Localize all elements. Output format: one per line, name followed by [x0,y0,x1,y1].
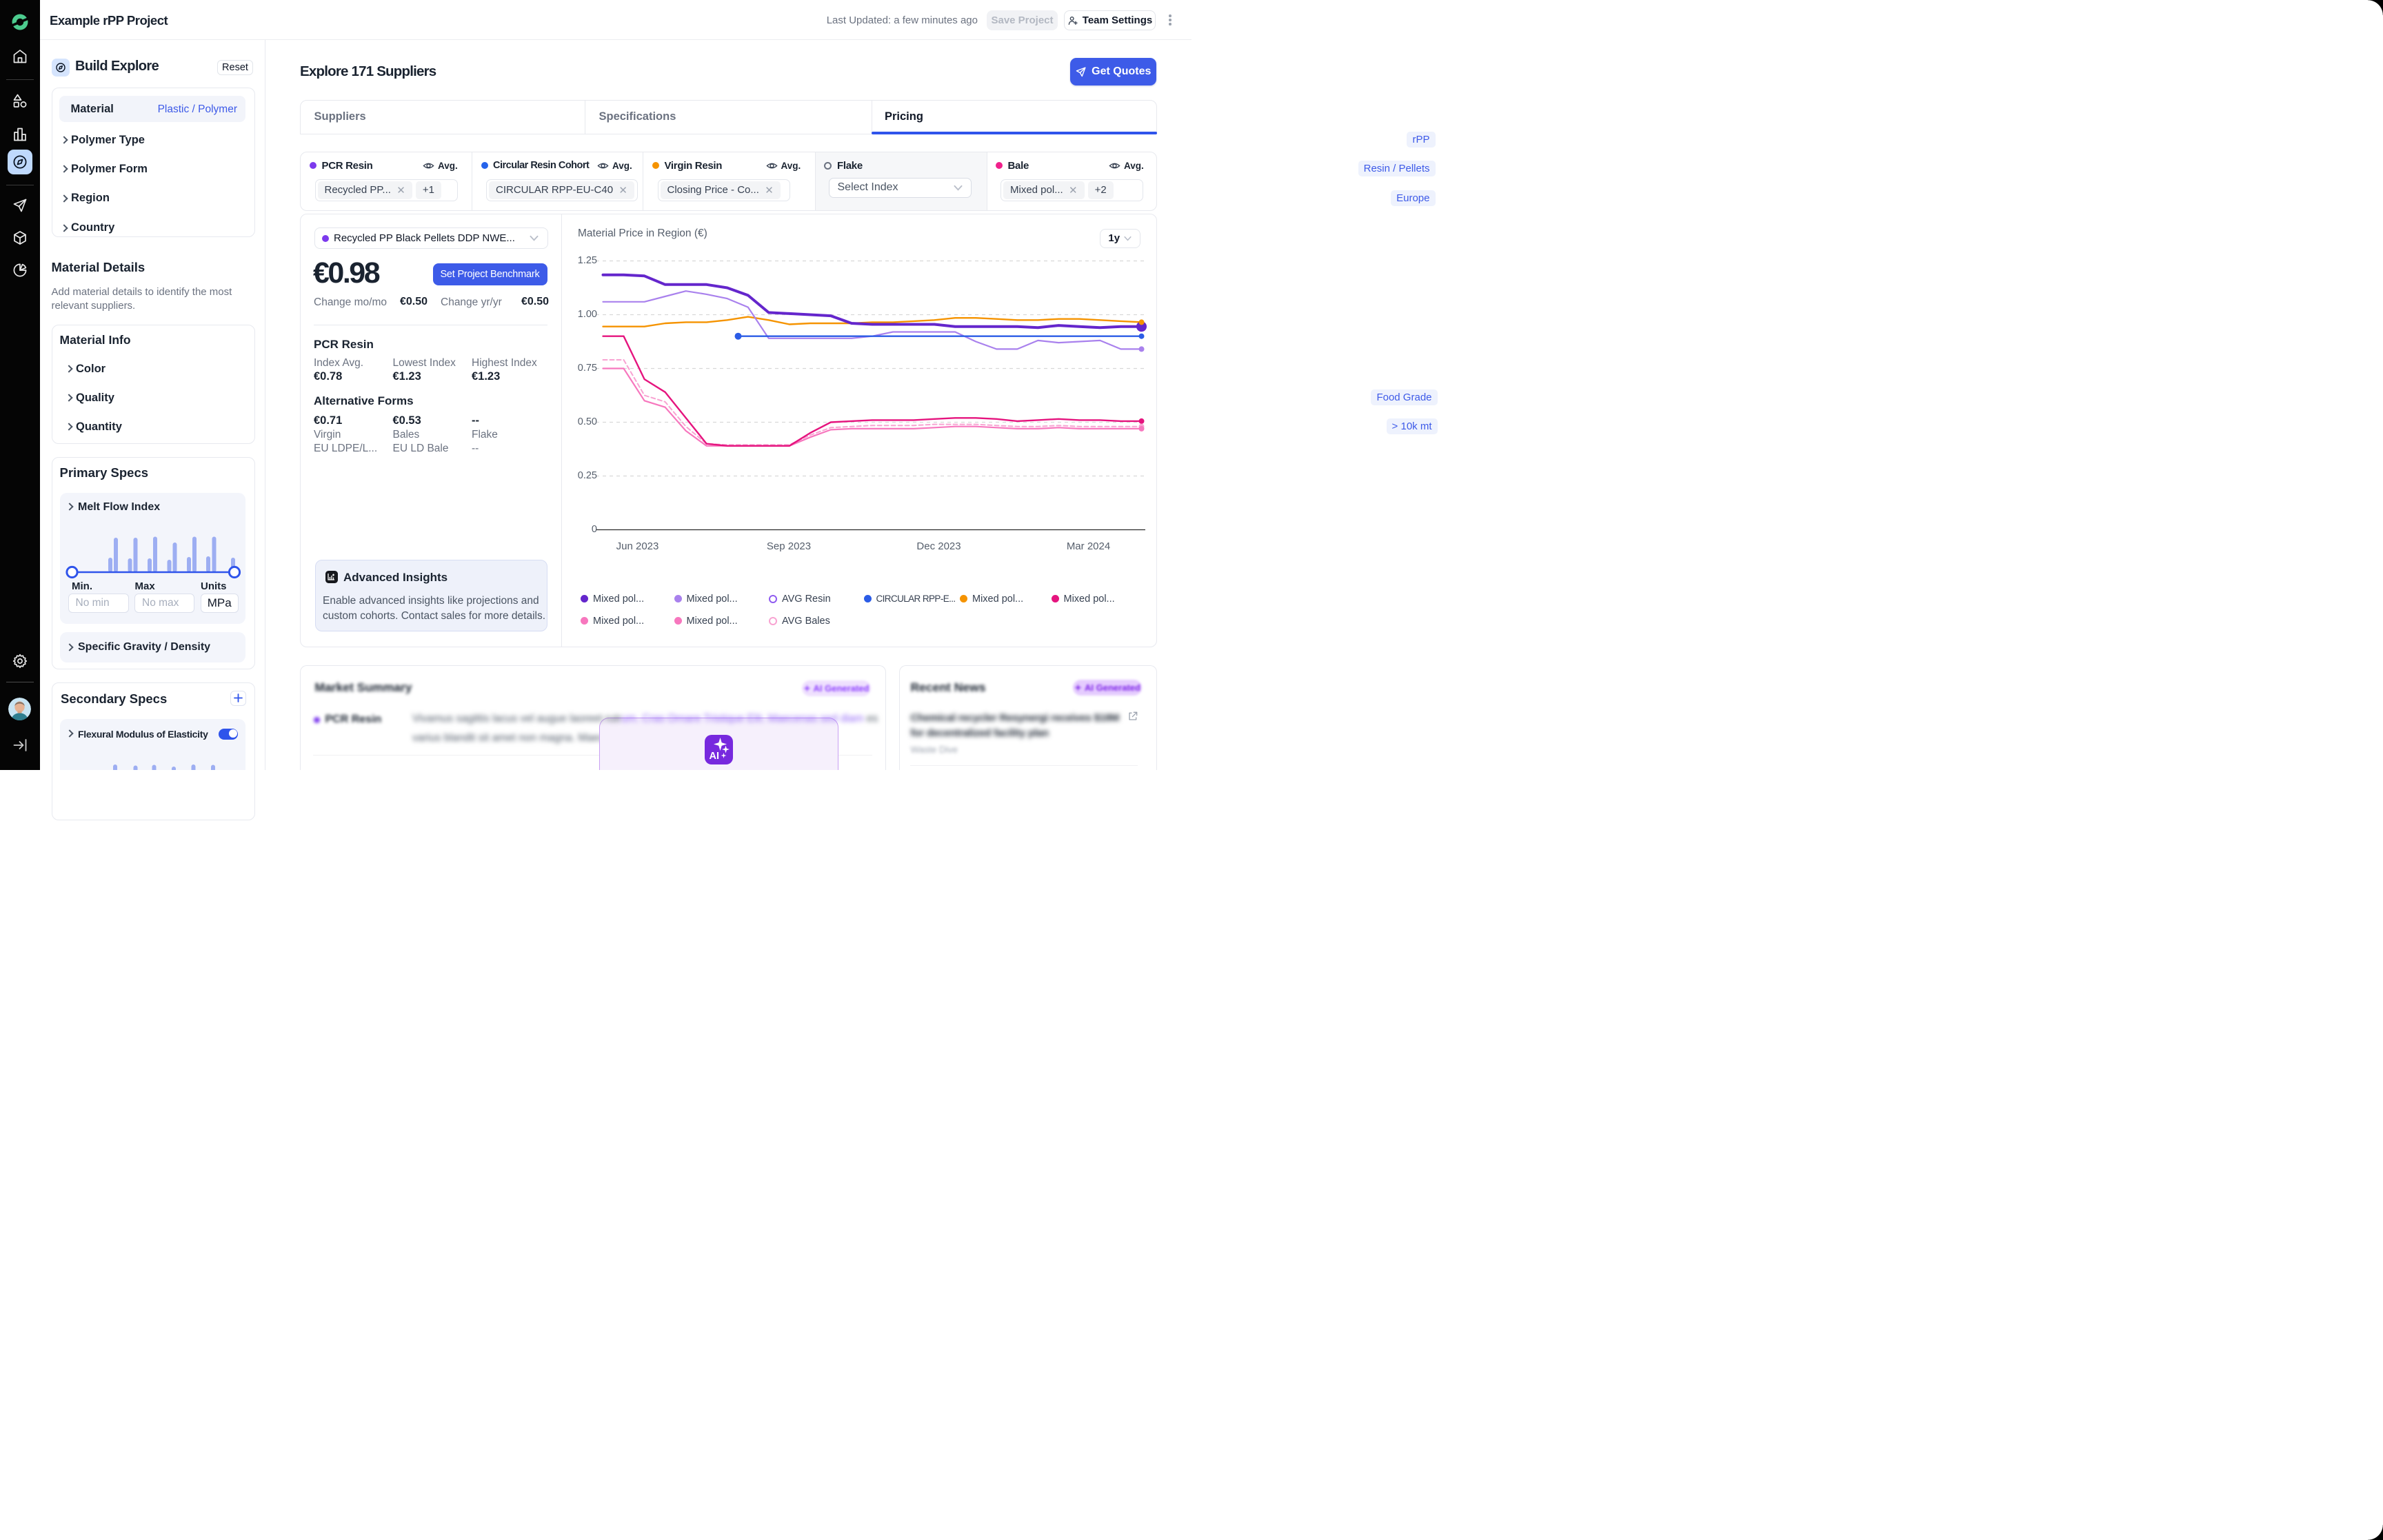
svg-text:AI: AI [710,751,720,762]
